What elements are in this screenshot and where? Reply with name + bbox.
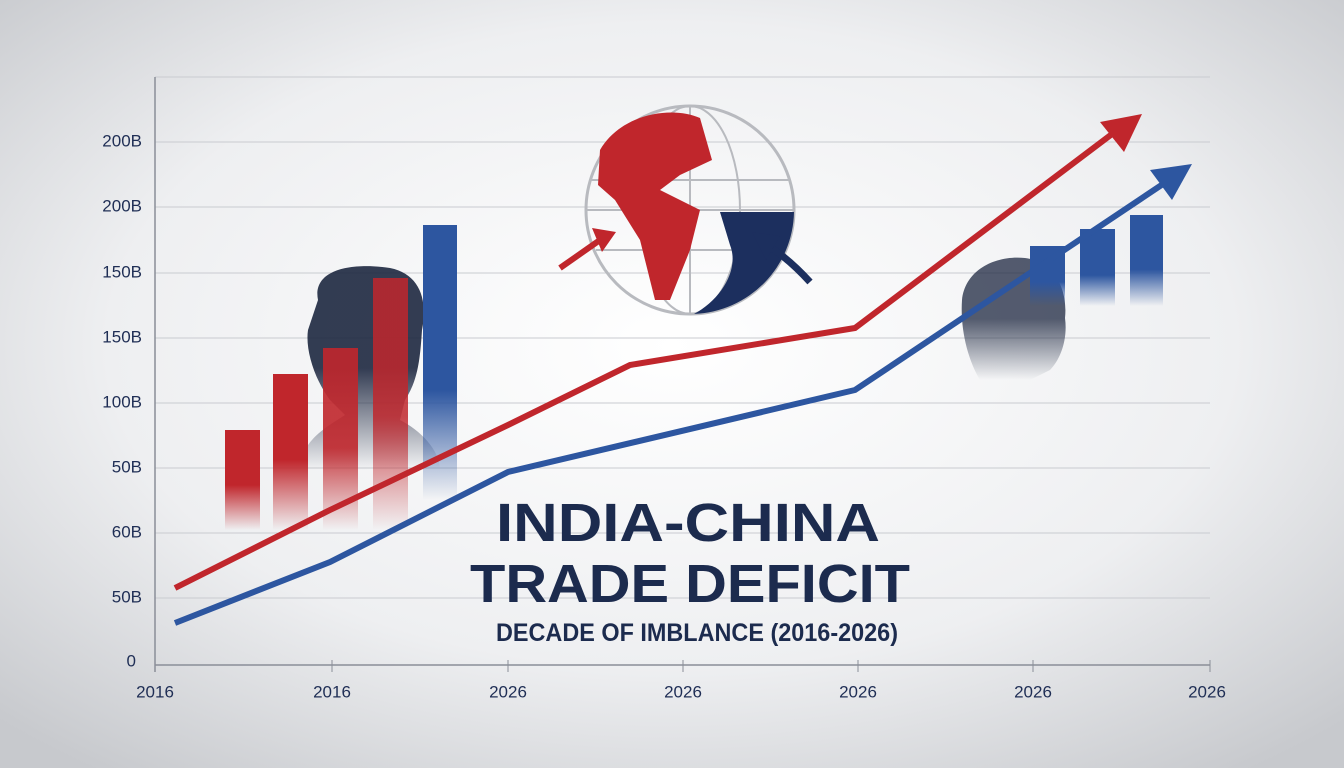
trend-line-blue <box>173 175 1174 626</box>
bar <box>1080 229 1115 306</box>
x-label: 2026 <box>1014 682 1052 701</box>
x-label: 2026 <box>664 682 702 701</box>
y-label: 100B <box>102 392 142 411</box>
x-label: 2026 <box>839 682 877 701</box>
title-line: TRADE DEFICIT <box>470 554 910 614</box>
arrow-head <box>1100 114 1142 152</box>
x-label: 2026 <box>489 682 527 701</box>
globe <box>558 104 813 316</box>
bar <box>225 430 260 530</box>
arrow-head <box>1150 164 1192 200</box>
y-label: 50B <box>112 457 142 476</box>
y-label: 0 <box>127 651 136 670</box>
title-line: INDIA-CHINA <box>496 493 880 553</box>
y-label: 60B <box>112 522 142 541</box>
y-label: 200B <box>102 196 142 215</box>
trend-line-red <box>173 125 1122 591</box>
bar <box>1130 215 1163 306</box>
x-label: 2016 <box>136 682 174 701</box>
y-label: 50B <box>112 587 142 606</box>
y-label: 150B <box>102 327 142 346</box>
bar <box>273 374 308 530</box>
x-label: 2026 <box>1188 682 1226 701</box>
y-label: 200B <box>102 131 142 150</box>
subtitle: DECADE OF IMBLANCE (2016-2026) <box>496 619 898 647</box>
y-label: 150B <box>102 262 142 281</box>
x-label: 2016 <box>313 682 351 701</box>
bar <box>373 278 408 530</box>
x-ticks <box>331 660 1211 672</box>
